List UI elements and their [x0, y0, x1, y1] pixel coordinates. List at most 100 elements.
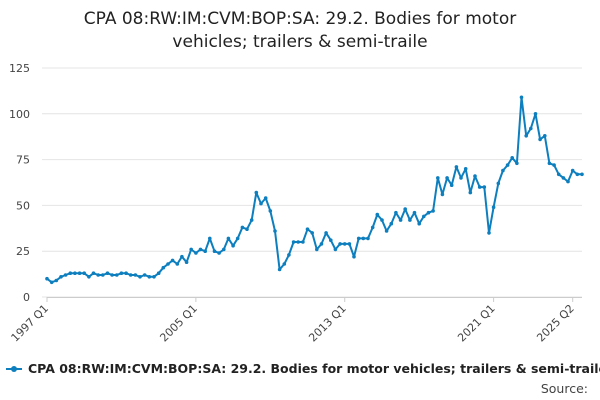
- data-point: [361, 236, 366, 241]
- data-point: [101, 273, 105, 277]
- data-point: [561, 176, 566, 180]
- data-point: [575, 172, 580, 177]
- data-point: [538, 137, 542, 142]
- data-point: [240, 225, 245, 230]
- data-point: [175, 262, 180, 266]
- data-point: [73, 271, 77, 276]
- data-point: [198, 247, 203, 252]
- data-point: [184, 260, 189, 265]
- data-point: [422, 214, 426, 219]
- data-point: [217, 251, 221, 255]
- y-tick-label: 50: [16, 199, 30, 212]
- data-point: [510, 156, 514, 160]
- data-point: [370, 225, 375, 230]
- data-point: [426, 210, 431, 215]
- data-point: [570, 168, 575, 173]
- data-point: [180, 254, 184, 259]
- data-point: [477, 185, 482, 189]
- y-tick-label: 100: [9, 108, 30, 121]
- data-point: [110, 273, 114, 277]
- data-point: [91, 271, 96, 276]
- data-point: [356, 236, 361, 241]
- data-point: [473, 174, 477, 178]
- x-tick-label: 2005 Q1: [157, 302, 200, 345]
- data-point: [412, 210, 417, 215]
- data-point: [231, 243, 235, 248]
- data-point: [63, 273, 68, 277]
- data-point: [296, 240, 301, 244]
- data-point: [389, 221, 394, 226]
- data-point: [235, 236, 240, 241]
- data-point: [449, 183, 454, 187]
- data-point: [338, 242, 342, 246]
- data-point: [501, 168, 505, 173]
- data-point: [496, 181, 501, 186]
- data-point: [273, 229, 277, 233]
- data-point: [408, 218, 412, 222]
- x-tick-label: 1997 Q1: [9, 302, 52, 345]
- data-point: [54, 278, 59, 283]
- data-point: [115, 273, 119, 277]
- data-point: [245, 227, 249, 231]
- data-point: [301, 240, 305, 244]
- data-point: [277, 267, 282, 272]
- chart-title: CPA 08:RW:IM:CVM:BOP:SA: 29.2. Bodies fo…: [0, 8, 600, 54]
- data-point: [440, 192, 445, 197]
- data-point: [310, 231, 315, 235]
- data-point: [566, 179, 570, 184]
- data-point: [259, 201, 263, 206]
- source-label: Source:: [540, 381, 588, 396]
- y-tick-label: 25: [16, 245, 30, 258]
- data-point: [305, 227, 310, 231]
- data-point: [403, 207, 408, 211]
- data-point: [491, 205, 496, 209]
- data-point: [524, 134, 528, 138]
- data-point: [315, 247, 319, 252]
- data-point: [268, 209, 273, 213]
- data-point: [49, 280, 54, 285]
- data-point: [156, 271, 161, 276]
- data-point: [105, 271, 110, 276]
- data-point: [482, 185, 487, 189]
- data-point: [203, 249, 207, 253]
- data-point: [342, 242, 347, 246]
- data-point: [468, 190, 473, 195]
- data-point: [138, 275, 142, 279]
- data-point: [547, 161, 552, 166]
- data-point: [87, 275, 91, 279]
- data-point: [222, 247, 226, 252]
- legend-swatch: [6, 365, 22, 372]
- data-point: [68, 271, 73, 276]
- data-point: [552, 163, 556, 167]
- y-axis: 0 25 50 75 100 125: [9, 62, 30, 304]
- data-point: [263, 196, 268, 200]
- data-point: [249, 218, 254, 222]
- data-point: [580, 172, 584, 177]
- data-point: [59, 275, 63, 279]
- data-point: [282, 262, 287, 266]
- data-point: [170, 258, 175, 263]
- data-point: [519, 95, 524, 100]
- data-point: [533, 112, 538, 116]
- data-point: [133, 273, 138, 277]
- data-point: [96, 273, 100, 277]
- data-point: [375, 212, 380, 217]
- series-line: [46, 96, 582, 284]
- data-point: [436, 176, 440, 180]
- data-point: [398, 218, 403, 222]
- data-point: [445, 176, 449, 180]
- data-point: [324, 231, 328, 235]
- data-point: [454, 165, 459, 169]
- data-point: [166, 262, 170, 266]
- legend-label: CPA 08:RW:IM:CVM:BOP:SA: 29.2. Bodies fo…: [28, 361, 600, 376]
- data-point: [82, 271, 86, 276]
- data-point: [515, 161, 519, 166]
- data-point: [119, 271, 124, 276]
- y-tick-label: 75: [16, 154, 30, 167]
- data-point: [380, 218, 384, 222]
- data-point: [152, 275, 156, 279]
- data-point: [347, 242, 352, 246]
- data-point: [45, 276, 49, 281]
- data-point: [208, 236, 212, 241]
